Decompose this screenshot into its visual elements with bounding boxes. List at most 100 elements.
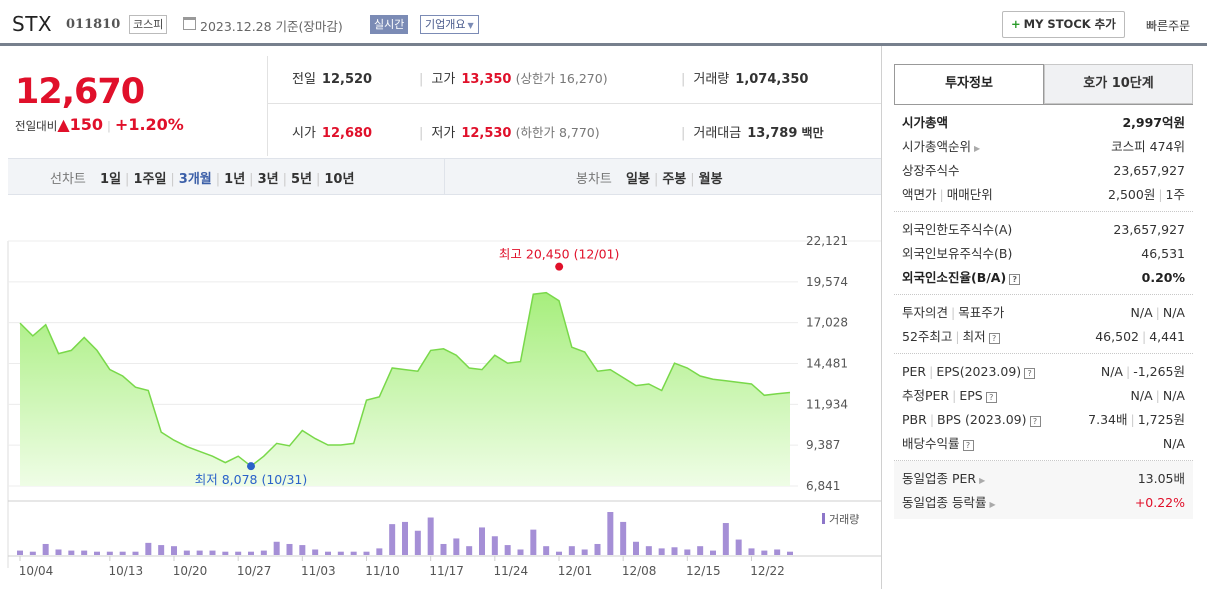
info-row: 투자의견 | 목표주가 N/A | N/A bbox=[902, 301, 1185, 325]
volume-bar bbox=[504, 545, 511, 555]
volume-bar bbox=[697, 546, 704, 555]
info-key-label: BPS (2023.09) bbox=[937, 412, 1027, 427]
plus-icon: + bbox=[1011, 17, 1021, 31]
period-tab-1[interactable]: 1주일 bbox=[133, 172, 167, 187]
divider: | bbox=[929, 412, 935, 427]
volume-bar bbox=[17, 550, 23, 555]
info-value-text: N/A bbox=[1130, 305, 1153, 320]
period-divider bbox=[444, 159, 445, 194]
info-value: 2,997억원 bbox=[1122, 111, 1185, 135]
info-key: 시가총액 bbox=[902, 111, 948, 135]
volume-bar bbox=[260, 550, 267, 555]
info-key-label: 투자의견 bbox=[902, 305, 949, 320]
high-label: 최고 20,450 (12/01) bbox=[499, 247, 619, 262]
stock-code: 011810 bbox=[66, 17, 121, 32]
help-icon[interactable]: ? bbox=[962, 440, 974, 451]
quick-order-link[interactable]: 빠른주문 bbox=[1146, 19, 1191, 33]
period-tab-2[interactable]: 3개월 bbox=[178, 172, 212, 187]
volume-bar bbox=[106, 551, 113, 555]
volume-bar bbox=[325, 551, 331, 555]
volume-bar bbox=[517, 549, 524, 555]
candle-tab-0[interactable]: 일봉 bbox=[626, 172, 650, 187]
info-value: 46,502 | 4,441 bbox=[1095, 325, 1185, 349]
period-tab-5[interactable]: 5년 bbox=[290, 172, 312, 187]
high-value: 13,350 bbox=[461, 72, 512, 87]
info-row: 52주최고 | 최저? 46,502 | 4,441 bbox=[902, 325, 1185, 349]
company-overview-dropdown[interactable]: 기업개요 ▼ bbox=[420, 15, 479, 34]
info-row: 외국인보유주식수(B) 46,531 bbox=[902, 242, 1185, 266]
info-key-label: 외국인보유주식수(B) bbox=[902, 246, 1013, 261]
divider: | bbox=[929, 364, 934, 379]
info-key-label: 최저 bbox=[962, 329, 986, 344]
tab-order-book[interactable]: 호가 10단계 bbox=[1044, 64, 1193, 104]
info-key: 동일업종 PER ▶ bbox=[902, 467, 985, 491]
volume-bar bbox=[774, 549, 781, 555]
info-value-text: 0.20% bbox=[1141, 270, 1185, 285]
y-tick-label: 6,841 bbox=[806, 479, 840, 493]
info-value-text: -1,265원 bbox=[1133, 364, 1185, 379]
candle-chart-title: 봉차트 bbox=[576, 172, 612, 187]
help-icon[interactable]: ? bbox=[988, 333, 1000, 344]
info-key-label: 목표주가 bbox=[958, 305, 1005, 320]
change-label: 전일대비 bbox=[15, 119, 58, 133]
candle-tab-1[interactable]: 주봉 bbox=[662, 172, 687, 187]
info-key-label: EPS bbox=[959, 388, 983, 403]
info-key-label: 동일업종 등락률 bbox=[902, 495, 987, 510]
period-tab-0[interactable]: 1일 bbox=[100, 172, 122, 187]
info-key-label: 매매단위 bbox=[946, 187, 993, 202]
divider: | bbox=[125, 172, 130, 187]
tab-investment-info[interactable]: 투자정보 bbox=[894, 64, 1044, 104]
info-key: 액면가 | 매매단위 bbox=[902, 183, 993, 207]
volume-bar bbox=[29, 551, 36, 555]
x-tick-label: 11/10 bbox=[365, 564, 400, 578]
period-tab-4[interactable]: 3년 bbox=[257, 172, 279, 187]
info-value-text: 1주 bbox=[1165, 187, 1185, 202]
info-value-text: 23,657,927 bbox=[1113, 222, 1185, 237]
volume-value: 1,074,350 bbox=[735, 72, 809, 87]
divider: | bbox=[952, 388, 957, 403]
x-tick-label: 12/01 bbox=[558, 564, 593, 578]
volume-bar bbox=[94, 551, 100, 555]
divider: | bbox=[1158, 187, 1163, 202]
volume-bar bbox=[196, 550, 203, 555]
y-tick-label: 19,574 bbox=[806, 275, 848, 289]
divider: | bbox=[681, 72, 686, 87]
info-key: 외국인보유주식수(B) bbox=[902, 242, 1012, 266]
volume-bar bbox=[479, 527, 485, 555]
y-tick-label: 22,121 bbox=[806, 234, 848, 248]
info-key-label: EPS(2023.09) bbox=[936, 364, 1022, 379]
volume-bar bbox=[556, 551, 562, 555]
realtime-button[interactable]: 실시간 bbox=[370, 15, 409, 34]
help-icon[interactable]: ? bbox=[1029, 416, 1041, 427]
period-tab-3[interactable]: 1년 bbox=[224, 172, 246, 187]
info-key: 추정PER | EPS? bbox=[902, 384, 997, 408]
help-icon[interactable]: ? bbox=[1024, 368, 1036, 379]
help-icon[interactable]: ? bbox=[1009, 274, 1021, 285]
info-row: 추정PER | EPS? N/A | N/A bbox=[902, 384, 1185, 408]
candle-tab-2[interactable]: 월봉 bbox=[698, 172, 723, 187]
divider: | bbox=[107, 119, 111, 133]
valuation-section: PER | EPS(2023.09)? N/A | -1,265원 추정PER | EPS? N/… bbox=[894, 354, 1193, 461]
info-value: 2,500원 | 1주 bbox=[1108, 183, 1185, 207]
x-tick-label: 12/08 bbox=[622, 564, 657, 578]
info-value-text: +0.22% bbox=[1134, 495, 1185, 510]
period-tab-6[interactable]: 10년 bbox=[324, 172, 355, 187]
info-row: PER | EPS(2023.09)? N/A | -1,265원 bbox=[902, 360, 1185, 384]
info-row: 배당수익률? N/A bbox=[902, 432, 1185, 456]
company-overview-label: 기업개요 bbox=[425, 18, 466, 31]
info-value: +0.22% bbox=[1135, 491, 1185, 515]
add-my-stock-button[interactable]: + MY STOCK 추가 bbox=[1002, 11, 1125, 38]
volume-bar bbox=[633, 541, 639, 555]
info-value-text: 46,502 bbox=[1095, 329, 1139, 344]
base-date: 2023.12.28 기준(장마감) bbox=[200, 19, 343, 34]
trade-amount-value: 13,789 bbox=[747, 126, 798, 141]
info-value: 46,531 bbox=[1141, 242, 1185, 266]
volume-bar bbox=[594, 543, 601, 555]
high-marker bbox=[555, 262, 564, 271]
divider: | bbox=[1155, 388, 1160, 403]
add-my-stock-label: MY STOCK 추가 bbox=[1023, 17, 1116, 31]
volume-bar bbox=[350, 551, 357, 555]
help-icon[interactable]: ? bbox=[985, 392, 997, 403]
volume-bar bbox=[568, 546, 575, 555]
price-change: 전일대비▲150 | +1.20% bbox=[15, 115, 184, 134]
